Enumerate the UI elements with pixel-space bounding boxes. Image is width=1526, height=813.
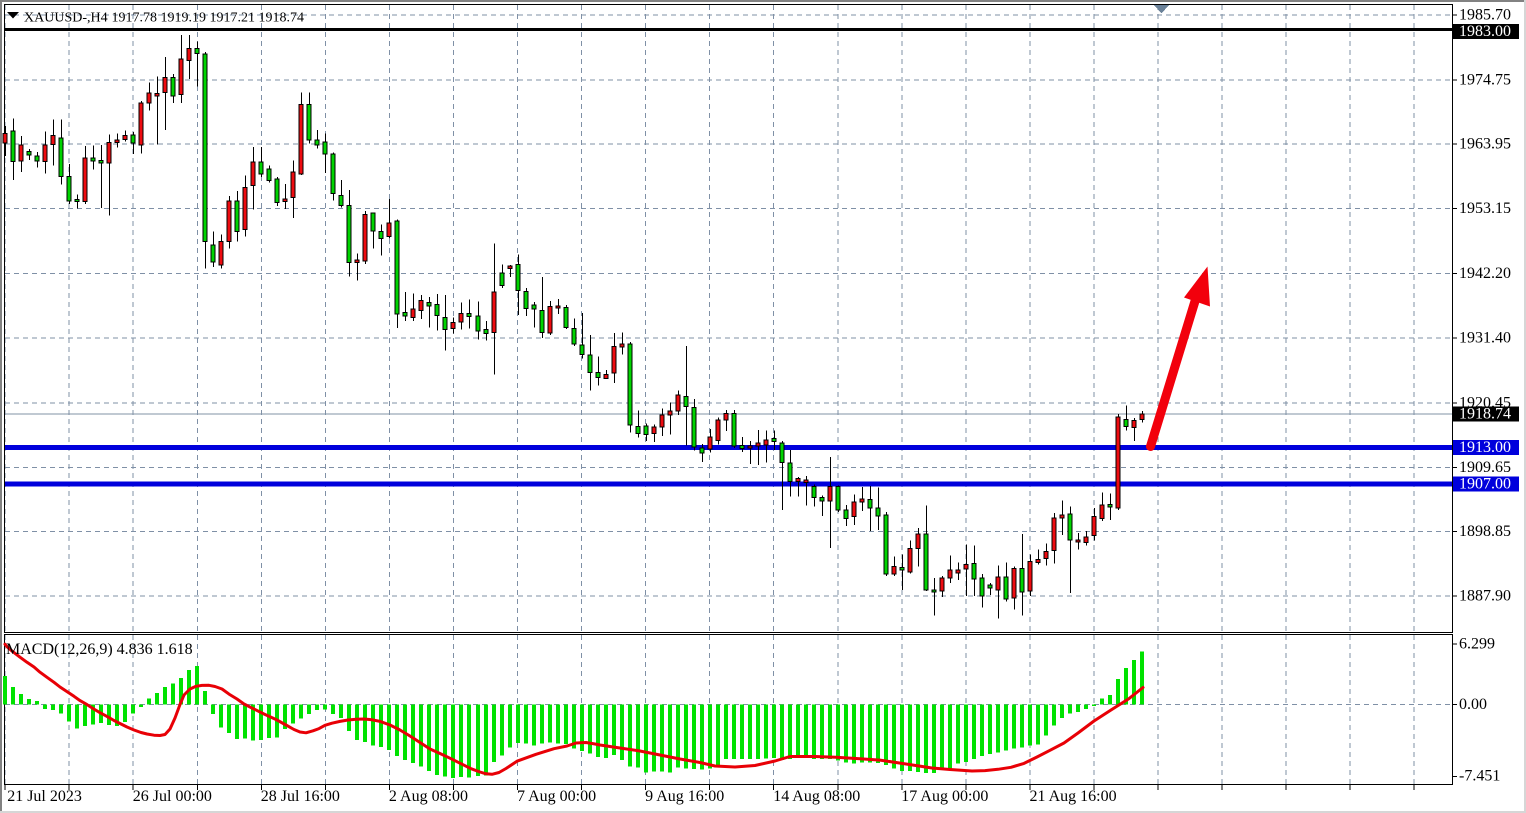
- svg-text:1898.85: 1898.85: [1459, 523, 1511, 540]
- svg-text:14 Aug 08:00: 14 Aug 08:00: [773, 788, 860, 805]
- svg-text:1942.20: 1942.20: [1459, 265, 1511, 282]
- svg-text:1918.74: 1918.74: [1459, 406, 1511, 423]
- svg-text:21 Aug 16:00: 21 Aug 16:00: [1030, 788, 1117, 805]
- svg-text:21 Jul 2023: 21 Jul 2023: [7, 788, 82, 805]
- svg-text:1963.95: 1963.95: [1459, 136, 1511, 153]
- svg-text:1974.75: 1974.75: [1459, 72, 1511, 89]
- svg-text:1985.70: 1985.70: [1459, 7, 1511, 24]
- svg-text:XAUUSD-,H4: XAUUSD-,H4: [24, 11, 108, 26]
- svg-text:6.299: 6.299: [1459, 636, 1495, 653]
- svg-text:1931.40: 1931.40: [1459, 330, 1511, 347]
- svg-text:2 Aug 08:00: 2 Aug 08:00: [389, 788, 468, 805]
- svg-text:17 Aug 00:00: 17 Aug 00:00: [901, 788, 988, 805]
- svg-text:7 Aug 00:00: 7 Aug 00:00: [517, 788, 596, 805]
- svg-text:9 Aug 16:00: 9 Aug 16:00: [645, 788, 724, 805]
- svg-text:1983.00: 1983.00: [1459, 23, 1511, 40]
- svg-text:1913.00: 1913.00: [1459, 439, 1511, 456]
- svg-text:28 Jul 16:00: 28 Jul 16:00: [261, 788, 340, 805]
- svg-text:1909.65: 1909.65: [1459, 459, 1511, 476]
- svg-text:1917.78 1919.19 1917.21 1918.7: 1917.78 1919.19 1917.21 1918.74: [112, 11, 305, 26]
- svg-text:26 Jul 00:00: 26 Jul 00:00: [133, 788, 212, 805]
- svg-text:MACD(12,26,9) 4.836 1.618: MACD(12,26,9) 4.836 1.618: [6, 641, 193, 658]
- svg-text:1907.00: 1907.00: [1459, 476, 1511, 493]
- svg-text:0.00: 0.00: [1459, 696, 1487, 713]
- svg-text:-7.451: -7.451: [1459, 768, 1500, 785]
- svg-text:1887.90: 1887.90: [1459, 588, 1511, 605]
- svg-text:1953.15: 1953.15: [1459, 200, 1511, 217]
